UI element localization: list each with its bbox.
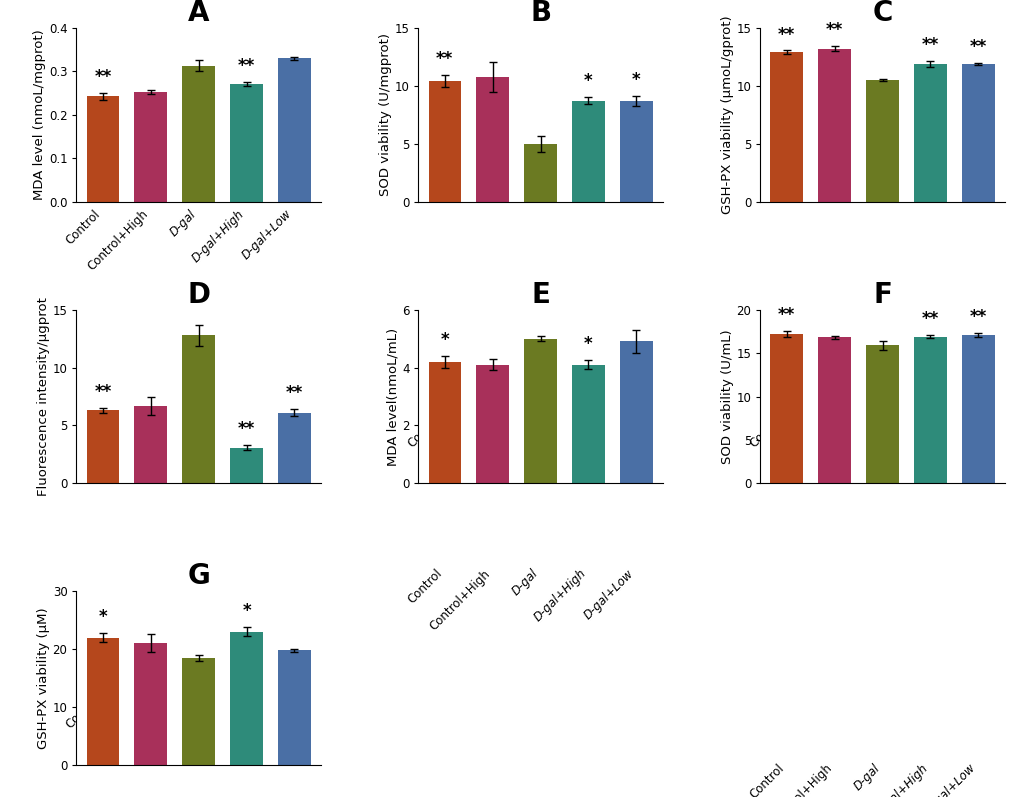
Text: D-gal+High: D-gal+High xyxy=(189,692,247,749)
Bar xyxy=(865,345,898,484)
Text: D-gal+High: D-gal+High xyxy=(872,410,929,468)
Text: D-gal: D-gal xyxy=(851,410,881,442)
Bar xyxy=(135,92,167,202)
Text: D-gal+Low: D-gal+Low xyxy=(239,692,294,747)
Text: Control: Control xyxy=(747,762,786,797)
Title: G: G xyxy=(187,563,210,591)
Text: **: ** xyxy=(969,37,986,56)
Text: Control: Control xyxy=(747,410,786,450)
Y-axis label: MDA level (nmoL/mgprot): MDA level (nmoL/mgprot) xyxy=(33,29,46,200)
Text: D-gal: D-gal xyxy=(167,692,199,724)
Text: *: * xyxy=(99,608,107,626)
Text: D-gal: D-gal xyxy=(508,410,540,442)
Text: D-gal: D-gal xyxy=(167,207,199,238)
Y-axis label: GSH-PX viability (μmoL/gprot): GSH-PX viability (μmoL/gprot) xyxy=(720,15,733,214)
Text: D-gal: D-gal xyxy=(851,762,881,793)
Bar xyxy=(769,334,802,484)
Bar xyxy=(620,341,652,484)
Text: Control+High: Control+High xyxy=(768,762,834,797)
Text: **: ** xyxy=(777,306,795,324)
Text: D-gal+Low: D-gal+Low xyxy=(581,410,636,465)
Y-axis label: GSH-PX viability (μM): GSH-PX viability (μM) xyxy=(37,607,50,749)
Title: B: B xyxy=(530,0,550,27)
Text: D-gal+High: D-gal+High xyxy=(531,410,588,468)
Text: D-gal+Low: D-gal+Low xyxy=(239,207,294,262)
Bar xyxy=(476,365,508,484)
Text: *: * xyxy=(440,331,448,349)
Text: D-gal+High: D-gal+High xyxy=(189,207,247,265)
Bar xyxy=(913,336,946,484)
Text: **: ** xyxy=(94,68,111,86)
Title: F: F xyxy=(872,281,892,308)
Bar xyxy=(135,406,167,484)
Bar xyxy=(182,658,215,765)
Text: Control: Control xyxy=(405,567,444,607)
Bar xyxy=(182,65,215,202)
Text: **: ** xyxy=(237,420,255,438)
Bar xyxy=(230,84,263,202)
Text: D-gal+High: D-gal+High xyxy=(531,567,588,624)
Bar xyxy=(230,447,263,484)
Text: **: ** xyxy=(969,308,986,326)
Text: *: * xyxy=(584,336,592,353)
Bar xyxy=(817,49,850,202)
Bar xyxy=(572,365,604,484)
Text: Control: Control xyxy=(63,692,103,732)
Bar xyxy=(769,53,802,202)
Text: Control+High: Control+High xyxy=(85,207,151,273)
Text: **: ** xyxy=(94,383,111,401)
Bar xyxy=(961,64,994,202)
Text: D-gal+Low: D-gal+Low xyxy=(922,410,977,465)
Text: *: * xyxy=(632,71,640,89)
Bar xyxy=(961,335,994,484)
Text: Control: Control xyxy=(63,207,103,247)
Text: D-gal+Low: D-gal+Low xyxy=(922,762,977,797)
Bar xyxy=(182,335,215,484)
Y-axis label: SOD viability (U/mgprot): SOD viability (U/mgprot) xyxy=(378,33,391,196)
Text: **: ** xyxy=(436,50,453,69)
Bar xyxy=(817,337,850,484)
Bar xyxy=(87,410,119,484)
Bar xyxy=(476,77,508,202)
Bar xyxy=(524,143,556,202)
Text: Control: Control xyxy=(405,410,444,450)
Bar xyxy=(572,101,604,202)
Text: **: ** xyxy=(237,57,255,75)
Bar xyxy=(87,638,119,765)
Text: Control+High: Control+High xyxy=(427,410,492,476)
Bar xyxy=(278,650,311,765)
Bar xyxy=(278,58,311,202)
Y-axis label: Fluorescence intensity/μgprot: Fluorescence intensity/μgprot xyxy=(37,297,50,496)
Text: **: ** xyxy=(825,22,843,40)
Y-axis label: SOD viability (U/mL): SOD viability (U/mL) xyxy=(720,329,733,464)
Text: **: ** xyxy=(285,384,303,402)
Bar xyxy=(135,643,167,765)
Text: *: * xyxy=(584,73,592,91)
Bar xyxy=(524,339,556,484)
Text: **: ** xyxy=(921,36,938,54)
Title: C: C xyxy=(871,0,892,27)
Text: *: * xyxy=(242,603,251,620)
Bar xyxy=(278,413,311,484)
Bar xyxy=(865,80,898,202)
Bar xyxy=(913,64,946,202)
Title: A: A xyxy=(187,0,209,27)
Bar xyxy=(87,96,119,202)
Text: D-gal+High: D-gal+High xyxy=(872,762,929,797)
Text: **: ** xyxy=(777,26,795,44)
Y-axis label: MDA level(nmoL/mL): MDA level(nmoL/mL) xyxy=(386,328,398,465)
Text: Control+High: Control+High xyxy=(768,410,834,476)
Text: Control+High: Control+High xyxy=(427,567,492,633)
Bar xyxy=(620,101,652,202)
Text: D-gal: D-gal xyxy=(508,567,540,599)
Title: E: E xyxy=(531,281,549,308)
Text: Control+High: Control+High xyxy=(85,692,151,758)
Title: D: D xyxy=(186,281,210,308)
Bar xyxy=(428,362,461,484)
Text: D-gal+Low: D-gal+Low xyxy=(581,567,636,622)
Bar xyxy=(428,81,461,202)
Text: **: ** xyxy=(921,310,938,328)
Bar xyxy=(230,632,263,765)
